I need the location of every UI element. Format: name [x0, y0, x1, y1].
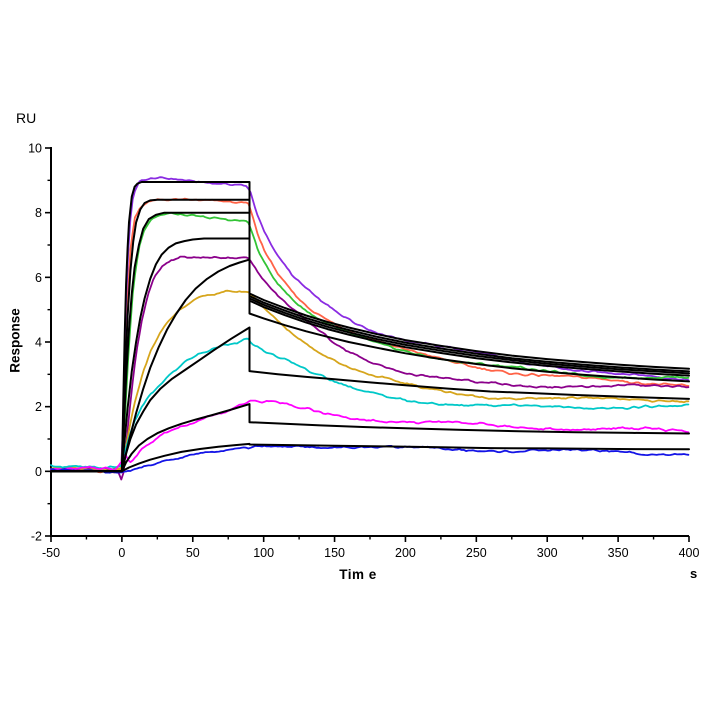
y-tick-label: 8 — [35, 206, 42, 220]
x-tick-label: 250 — [466, 546, 487, 560]
y-axis-title: Response — [7, 308, 23, 373]
x-axis-title: Tim e — [339, 567, 377, 582]
x-tick-label: 50 — [186, 546, 200, 560]
fit-purple — [50, 237, 690, 473]
y-tick-label: 0 — [35, 465, 42, 479]
fit-violet — [50, 181, 690, 473]
fit-cyan — [50, 326, 690, 473]
y-tick-label: 4 — [35, 336, 42, 350]
x-tick-label: 200 — [395, 546, 416, 560]
y-unit-label: RU — [16, 110, 37, 126]
series-gold — [50, 289, 690, 472]
fit-green — [50, 211, 690, 473]
series-cyan — [50, 337, 690, 470]
x-tick-label: 300 — [537, 546, 558, 560]
x-tick-label: -50 — [42, 546, 60, 560]
x-tick-label: 100 — [253, 546, 274, 560]
fit-magenta — [50, 403, 690, 473]
fit-blue — [50, 442, 690, 473]
series-violet — [50, 176, 690, 473]
x-tick-label: 400 — [679, 546, 700, 560]
y-tick-label: -2 — [31, 530, 42, 544]
x-tick-label: 0 — [118, 546, 125, 560]
y-tick-label: 6 — [35, 271, 42, 285]
x-tick-label: 350 — [608, 546, 629, 560]
y-tick-label: 10 — [28, 142, 42, 156]
fit-gold — [50, 258, 690, 473]
series-magenta — [50, 399, 690, 472]
x-tick-label: 150 — [324, 546, 345, 560]
x-unit-label: s — [690, 566, 698, 581]
y-tick-label: 2 — [35, 400, 42, 414]
fit-orange-red — [50, 198, 690, 473]
series-purple — [50, 255, 690, 481]
